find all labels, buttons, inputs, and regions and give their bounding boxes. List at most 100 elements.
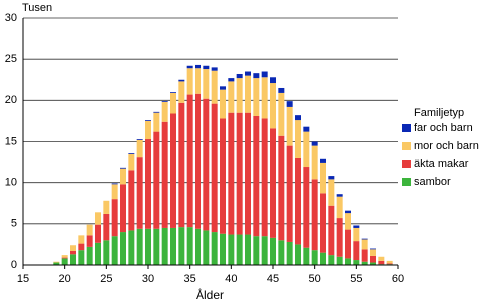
bar-segment [295, 244, 301, 265]
bar-segment [303, 247, 310, 265]
bar-segment [328, 255, 335, 265]
bar-segment [220, 233, 226, 265]
bar-segment [186, 68, 193, 95]
bar-segment [95, 242, 101, 265]
bar-segment [261, 118, 268, 237]
x-tick-label: 15 [17, 273, 29, 285]
bar-segment [303, 131, 310, 168]
bar-segment [295, 120, 301, 158]
bar-segment [228, 234, 235, 265]
bar-segment [61, 258, 68, 265]
bar-segment [111, 199, 118, 237]
x-tick-label: 20 [59, 273, 71, 285]
bar-segment [170, 113, 176, 228]
legend-swatch [402, 178, 411, 186]
bar-segment [336, 218, 343, 257]
x-tick-label: 55 [350, 273, 362, 285]
bar-segment [203, 230, 210, 265]
bar-segment [53, 262, 60, 265]
bar-segment [128, 153, 135, 171]
bar-segment [336, 256, 343, 265]
bar-segment [345, 213, 351, 230]
bar-segment [136, 157, 143, 229]
bar-segment [170, 92, 176, 93]
bar-segment [53, 261, 60, 263]
bar-segment [245, 234, 251, 265]
legend-label: äkta makar [414, 158, 469, 170]
bar-segment [111, 183, 118, 185]
x-tick-label: 35 [184, 273, 196, 285]
bar-segment [311, 145, 318, 180]
bar-segment [278, 92, 285, 136]
bar-segment [178, 79, 185, 82]
bar-segment [320, 158, 326, 163]
bar-segment [311, 250, 318, 265]
bar-segment [111, 184, 118, 200]
bar-segment [336, 194, 343, 197]
bar-segment [70, 251, 76, 255]
bar-segment [178, 81, 185, 103]
bar-segment [120, 232, 126, 265]
legend-label: sambor [414, 176, 451, 188]
x-tick-label: 60 [392, 273, 404, 285]
y-tick-label: 10 [5, 177, 17, 189]
bar-segment [328, 176, 335, 180]
x-tick-label: 40 [225, 273, 237, 285]
bar-segment [303, 167, 310, 248]
bar-segment [320, 162, 326, 194]
bar-segment [136, 139, 143, 140]
bar-segment [253, 236, 260, 265]
y-axis-label: Tusen [22, 2, 52, 14]
bar-segment [353, 225, 360, 228]
bar-segment [228, 112, 235, 235]
x-tick-label: 45 [267, 273, 279, 285]
bar-segment [86, 246, 93, 265]
bar-segment [161, 101, 168, 102]
legend-swatch [402, 142, 411, 150]
bar-segment [220, 86, 226, 90]
bar-segment [78, 243, 85, 251]
bar-segment [86, 224, 93, 236]
bar-segment [220, 89, 226, 119]
bar-segment [345, 210, 351, 214]
bar-segment [153, 112, 160, 132]
bar-segment [270, 83, 276, 129]
bar-segment [286, 241, 293, 265]
bar-segment [245, 71, 251, 76]
bar-segment [345, 258, 351, 265]
bar-segment [353, 260, 360, 265]
bar-segment [220, 118, 226, 234]
bar-segment [270, 77, 276, 84]
bar-segment [236, 78, 243, 113]
bar-segment [120, 184, 126, 233]
bar-segment [253, 73, 260, 79]
bar-segment [70, 254, 76, 265]
bar-segment [203, 98, 210, 231]
bar-segment [95, 212, 101, 225]
x-tick-label: 50 [309, 273, 321, 285]
bar-segment [261, 71, 268, 78]
bar-segment [86, 235, 93, 247]
bar-segment [386, 263, 393, 265]
bar-segment [328, 179, 335, 206]
bar-segment [270, 128, 276, 238]
bar-segment [295, 157, 301, 245]
bar-segment [286, 106, 293, 146]
bar-segment [136, 139, 143, 158]
bar-segment [153, 131, 160, 229]
bar-segment [211, 232, 218, 265]
bar-segment [361, 239, 368, 250]
bar-segment [261, 236, 268, 265]
bar-segment [161, 227, 168, 265]
x-axis-label: Ålder [196, 287, 224, 302]
bar-segment [320, 193, 326, 253]
bar-segment [161, 101, 168, 122]
bar-segment [336, 196, 343, 219]
bar-segment [378, 256, 385, 261]
y-tick-label: 25 [5, 53, 17, 65]
bar-segment [195, 93, 201, 229]
bar-segment [345, 229, 351, 259]
y-tick-label: 20 [5, 94, 17, 106]
bar-segment [186, 65, 193, 69]
